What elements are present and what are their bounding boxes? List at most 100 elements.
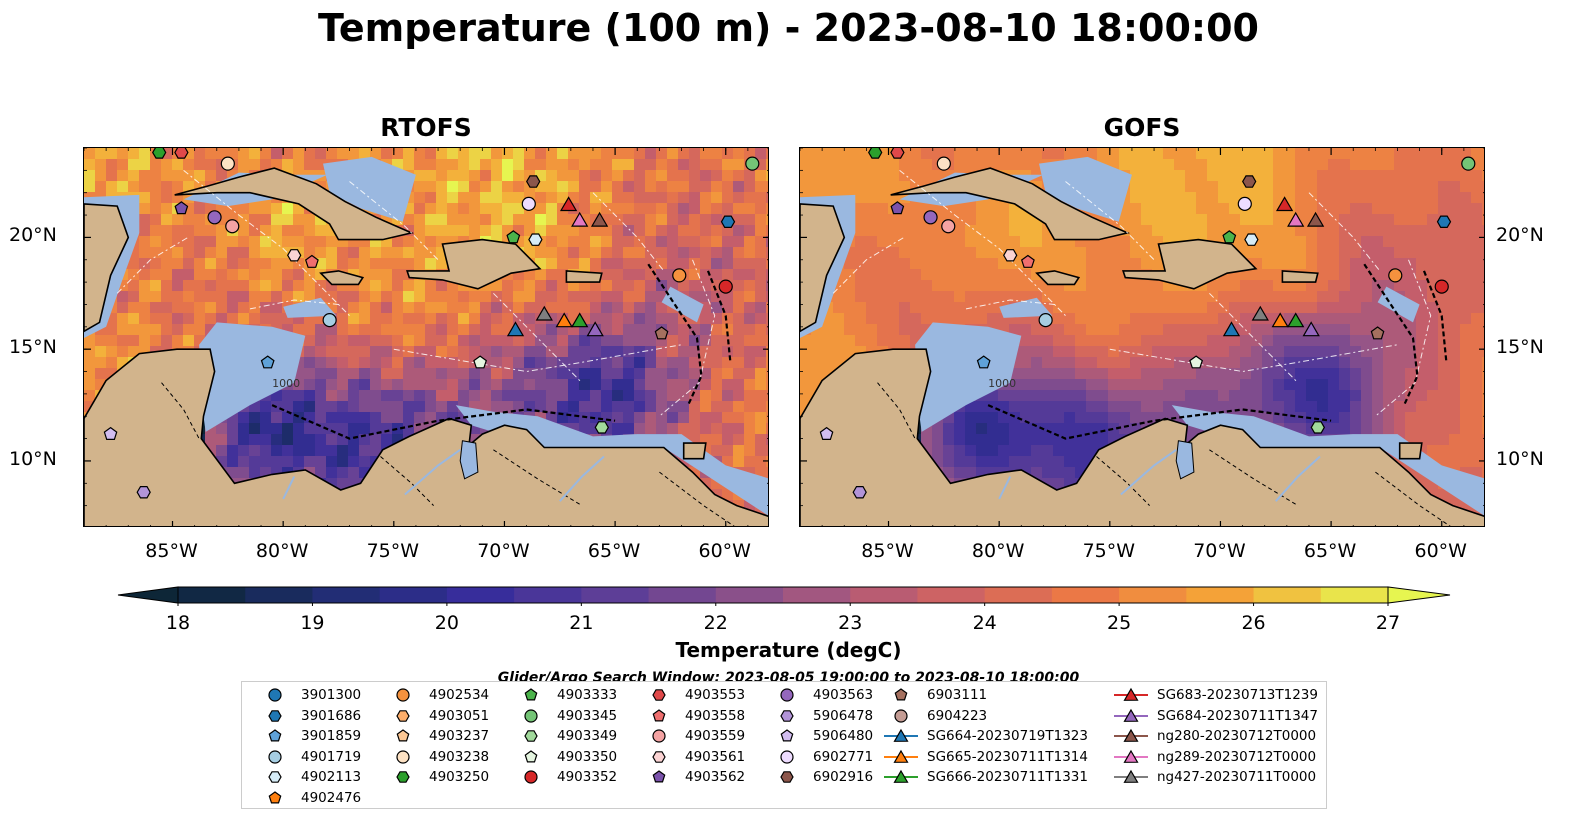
obs-SG664-20230719T1323[interactable] bbox=[1222, 321, 1241, 337]
obs-ng427-20230711T0000[interactable] bbox=[535, 305, 553, 321]
obs-ng289-20230712T0000[interactable] bbox=[1287, 211, 1305, 227]
obs-4901719[interactable] bbox=[1038, 313, 1053, 328]
legend-circle-icon[interactable] bbox=[780, 749, 794, 764]
obs-4903345[interactable] bbox=[745, 156, 760, 171]
obs-4903250[interactable] bbox=[152, 148, 167, 159]
obs-4903553[interactable] bbox=[174, 148, 189, 159]
legend-triangle-icon[interactable] bbox=[893, 769, 909, 783]
obs-SG665-20230711T1314[interactable] bbox=[555, 312, 573, 328]
obs-6902771[interactable] bbox=[521, 196, 536, 211]
obs-SG665-20230711T1314[interactable] bbox=[1271, 312, 1289, 328]
obs-4903562[interactable] bbox=[890, 201, 905, 215]
obs-4903350[interactable] bbox=[1189, 355, 1204, 369]
obs-4903350[interactable] bbox=[473, 355, 488, 369]
legend-hexagon-icon[interactable] bbox=[396, 709, 410, 722]
obs-ng280-20230712T0000[interactable] bbox=[1306, 211, 1325, 227]
obs-4903558[interactable] bbox=[304, 254, 319, 268]
legend-circle-icon[interactable] bbox=[268, 688, 282, 702]
legend-hexagon-icon[interactable] bbox=[268, 771, 282, 783]
obs-4903559[interactable] bbox=[941, 219, 956, 234]
legend-circle-icon[interactable] bbox=[396, 749, 410, 764]
obs-SG684-20230711T1347[interactable] bbox=[586, 321, 604, 337]
obs-4902534[interactable] bbox=[672, 268, 687, 283]
obs-6903111[interactable] bbox=[654, 326, 669, 340]
obs-SG666-20230711T1331[interactable] bbox=[1287, 312, 1305, 328]
legend-pentagon-icon[interactable] bbox=[524, 688, 538, 701]
legend-triangle-icon[interactable] bbox=[1123, 708, 1139, 722]
obs-6902916[interactable] bbox=[526, 175, 541, 188]
legend-pentagon-icon[interactable] bbox=[524, 749, 538, 762]
legend-hexagon-icon[interactable] bbox=[652, 689, 666, 701]
legend-circle-icon[interactable] bbox=[524, 770, 538, 784]
obs-3901686[interactable] bbox=[720, 215, 736, 229]
obs-6902771[interactable] bbox=[1237, 196, 1252, 211]
obs-4903562[interactable] bbox=[174, 201, 189, 215]
legend-circle-icon[interactable] bbox=[652, 729, 666, 743]
obs-6903111[interactable] bbox=[1370, 326, 1385, 340]
legend-hexagon-icon[interactable] bbox=[780, 709, 794, 722]
obs-ng289-20230712T0000[interactable] bbox=[571, 211, 589, 227]
legend-pentagon-icon[interactable] bbox=[894, 688, 908, 701]
obs-4903561[interactable] bbox=[287, 249, 302, 262]
legend-hexagon-icon[interactable] bbox=[268, 709, 282, 722]
legend-pentagon-icon[interactable] bbox=[652, 708, 666, 721]
legend-circle-icon[interactable] bbox=[524, 708, 538, 723]
obs-5906478[interactable] bbox=[136, 486, 151, 499]
obs-5906480[interactable] bbox=[819, 426, 834, 440]
map-panel-rtofs[interactable]: 1000 bbox=[83, 147, 769, 527]
legend-triangle-icon[interactable] bbox=[1123, 728, 1139, 742]
obs-4903238[interactable] bbox=[220, 156, 235, 171]
legend-circle-icon[interactable] bbox=[396, 688, 410, 702]
obs-4903345[interactable] bbox=[1461, 156, 1476, 171]
obs-4902113[interactable] bbox=[528, 233, 543, 246]
legend-pentagon-icon[interactable] bbox=[268, 790, 282, 803]
legend-circle-icon[interactable] bbox=[894, 708, 908, 723]
legend-pentagon-icon[interactable] bbox=[396, 729, 410, 742]
obs-SG683-20230713T1239[interactable] bbox=[559, 196, 578, 212]
obs-4903563[interactable] bbox=[923, 210, 938, 225]
obs-4903352[interactable] bbox=[1434, 279, 1449, 294]
obs-5906480[interactable] bbox=[103, 426, 118, 440]
legend-triangle-icon[interactable] bbox=[893, 749, 909, 763]
obs-4901719[interactable] bbox=[322, 313, 337, 328]
legend-hexagon-icon[interactable] bbox=[780, 771, 794, 783]
obs-4903333[interactable] bbox=[506, 230, 521, 244]
obs-3901686[interactable] bbox=[1436, 215, 1452, 229]
obs-3901859[interactable] bbox=[976, 355, 991, 369]
legend-triangle-icon[interactable] bbox=[1123, 687, 1139, 701]
map-panel-gofs[interactable]: 1000 bbox=[799, 147, 1485, 527]
obs-4903561[interactable] bbox=[1003, 249, 1018, 262]
obs-4903349[interactable] bbox=[1310, 421, 1325, 434]
legend-pentagon-icon[interactable] bbox=[652, 770, 666, 783]
legend-triangle-icon[interactable] bbox=[1123, 769, 1139, 783]
obs-4902113[interactable] bbox=[1244, 233, 1259, 246]
obs-ng280-20230712T0000[interactable] bbox=[590, 211, 609, 227]
obs-SG684-20230711T1347[interactable] bbox=[1302, 321, 1320, 337]
obs-4903352[interactable] bbox=[718, 279, 733, 294]
legend-hexagon-icon[interactable] bbox=[652, 750, 666, 763]
obs-SG683-20230713T1239[interactable] bbox=[1275, 196, 1294, 212]
obs-SG664-20230719T1323[interactable] bbox=[506, 321, 525, 337]
obs-SG666-20230711T1331[interactable] bbox=[571, 312, 589, 328]
legend-pentagon-icon[interactable] bbox=[780, 729, 794, 742]
obs-4903558[interactable] bbox=[1020, 254, 1035, 268]
legend-triangle-icon[interactable] bbox=[1123, 749, 1139, 763]
obs-4903563[interactable] bbox=[207, 210, 222, 225]
obs-3901859[interactable] bbox=[260, 355, 275, 369]
obs-4903349[interactable] bbox=[594, 421, 609, 434]
legend-circle-icon[interactable] bbox=[780, 688, 794, 702]
legend-hexagon-icon[interactable] bbox=[396, 771, 410, 783]
obs-4903333[interactable] bbox=[1222, 230, 1237, 244]
obs-ng427-20230711T0000[interactable] bbox=[1251, 305, 1269, 321]
obs-4903238[interactable] bbox=[936, 156, 951, 171]
obs-4903250[interactable] bbox=[868, 148, 883, 159]
legend-hexagon-icon[interactable] bbox=[524, 730, 538, 742]
legend-circle-icon[interactable] bbox=[268, 749, 282, 764]
legend-triangle-icon[interactable] bbox=[893, 728, 909, 742]
obs-4903559[interactable] bbox=[225, 219, 240, 234]
obs-5906478[interactable] bbox=[852, 486, 867, 499]
obs-4902534[interactable] bbox=[1388, 268, 1403, 283]
obs-4903553[interactable] bbox=[890, 148, 905, 159]
legend-pentagon-icon[interactable] bbox=[268, 729, 282, 742]
obs-6902916[interactable] bbox=[1242, 175, 1257, 188]
